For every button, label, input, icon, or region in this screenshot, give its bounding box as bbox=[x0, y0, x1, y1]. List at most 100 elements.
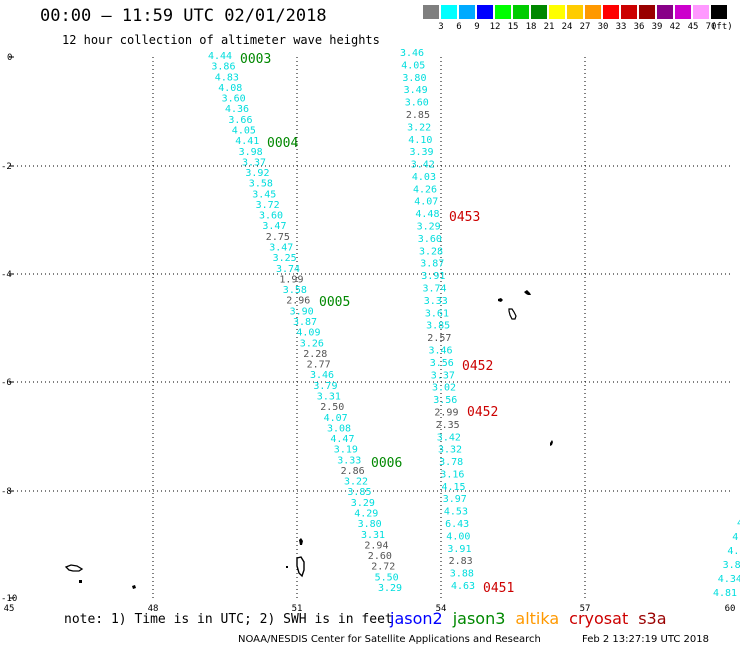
wave-height-value: 2.72 bbox=[371, 562, 395, 573]
wave-height-value: 4.15 bbox=[442, 482, 466, 493]
wave-height-value: 3.90 bbox=[290, 306, 314, 317]
legend-swatch-label: 70 bbox=[705, 22, 717, 32]
wave-height-value: 6.43 bbox=[445, 519, 469, 530]
wave-height-value: 3.28 bbox=[419, 246, 443, 257]
legend-swatch bbox=[621, 5, 637, 19]
legend-swatch-label: 9 bbox=[474, 22, 480, 32]
wave-height-value: 3.56 bbox=[430, 358, 454, 369]
wave-height-value: 3.49 bbox=[404, 85, 428, 96]
wave-height-value: 2.83 bbox=[449, 556, 473, 567]
wave-height-value: 3.22 bbox=[407, 122, 431, 133]
wave-height-value: 3.91 bbox=[447, 544, 471, 555]
wave-height-value: 1.99 bbox=[279, 274, 303, 285]
lon-tick-label: 54 bbox=[436, 604, 447, 614]
wave-height-value: 2.96 bbox=[286, 296, 310, 307]
lon-tick-label: 48 bbox=[148, 604, 159, 614]
wave-height-value: 4.10 bbox=[408, 135, 432, 146]
wave-height-value: 4.26 bbox=[413, 184, 437, 195]
satellite-name-cryosat: cryosat bbox=[569, 609, 629, 628]
legend-swatch-label: 24 bbox=[561, 22, 573, 32]
legend-swatch-label: 39 bbox=[651, 22, 663, 32]
legend-swatch bbox=[477, 5, 493, 19]
legend-swatch bbox=[675, 5, 691, 19]
wave-height-value: 3.88 bbox=[450, 569, 474, 580]
island-shape bbox=[550, 440, 553, 446]
lon-tick-label: 60 bbox=[725, 604, 736, 614]
wave-height-value: 4.36 bbox=[225, 104, 249, 115]
legend-swatch bbox=[657, 5, 673, 19]
wave-height-value: 4.48 bbox=[415, 209, 439, 220]
island-shape bbox=[299, 538, 303, 545]
wave-height-value: 3.25 bbox=[273, 253, 297, 264]
lat-lon-grid: 45 48 51 54 57 60 0 -2 -4 -6 -8 -10 bbox=[1, 53, 735, 614]
wave-height-value: 3.58 bbox=[249, 179, 273, 190]
wave-height-value: 4.00 bbox=[446, 531, 470, 542]
wave-height-value: 2.50 bbox=[320, 402, 344, 413]
legend-swatch bbox=[441, 5, 457, 19]
map-subtitle: 12 hour collection of altimeter wave hei… bbox=[62, 33, 380, 47]
pass-time-label: 0004 bbox=[267, 136, 298, 151]
altimeter-tracks: 4.443.864.834.083.604.363.664.054.413.98… bbox=[208, 48, 740, 599]
legend-swatch-label: 18 bbox=[525, 22, 537, 32]
wave-height-value: 3.16 bbox=[440, 469, 464, 480]
legend-swatch-label: 12 bbox=[489, 22, 501, 32]
wave-height-value: 4.08 bbox=[218, 83, 242, 94]
pass-time-label: 0452 bbox=[467, 405, 498, 420]
wave-height-value: 4.05 bbox=[401, 60, 425, 71]
pass-time-label: 0452 bbox=[462, 359, 493, 374]
wave-height-value: 2.85 bbox=[406, 110, 430, 121]
wave-height-value: 3.8 bbox=[723, 560, 740, 571]
wave-height-value: 4.44 bbox=[208, 51, 232, 62]
island-shape bbox=[296, 556, 305, 578]
wave-height-value: 3.45 bbox=[252, 189, 276, 200]
wave-height-value: 4.41 bbox=[235, 136, 259, 147]
wave-height-value: 4.83 bbox=[215, 72, 239, 83]
satellite-name-altika: altika bbox=[515, 609, 560, 628]
legend-swatch-label: 3 bbox=[438, 22, 444, 32]
wave-height-value: 3.85 bbox=[426, 321, 450, 332]
legend-swatch bbox=[711, 5, 727, 19]
wave-height-value: 4.34 bbox=[718, 574, 740, 585]
legend-swatch bbox=[639, 5, 655, 19]
map-title: 00:00 – 11:59 UTC 02/01/2018 bbox=[40, 6, 327, 26]
wave-height-value: 4.05 bbox=[232, 126, 256, 137]
pass-time-labels: 0003 0004 0005 0006 0453 0452 0452 0451 bbox=[240, 52, 514, 596]
island-shape bbox=[64, 564, 84, 572]
lat-tick-label: -4 bbox=[1, 270, 12, 280]
wave-height-value: 3.46 bbox=[400, 48, 424, 59]
wave-height-value: 4.29 bbox=[354, 509, 378, 520]
lat-tick-label: -2 bbox=[1, 162, 12, 172]
wave-height-value: 3.37 bbox=[242, 157, 266, 168]
satellite-name-jason3: jason3 bbox=[452, 609, 506, 628]
pass-time-label: 0003 bbox=[240, 52, 271, 67]
lat-tick-label: -6 bbox=[1, 378, 12, 388]
wave-height-value: 3.66 bbox=[228, 115, 252, 126]
wave-height-value: 3.86 bbox=[211, 62, 235, 73]
wave-height-value: 4.09 bbox=[296, 328, 320, 339]
wave-height-value: 3.92 bbox=[245, 168, 269, 179]
wave-height-value: 2.75 bbox=[266, 232, 290, 243]
wave-height-value: 4.81 bbox=[713, 588, 737, 599]
wave-height-value: 3.47 bbox=[262, 221, 286, 232]
island-shape bbox=[132, 585, 136, 589]
wave-height-value: 4.07 bbox=[414, 197, 438, 208]
legend-swatch bbox=[585, 5, 601, 19]
island-shape bbox=[508, 308, 517, 320]
legend-swatch-label: 36 bbox=[633, 22, 645, 32]
lon-tick-label: 51 bbox=[292, 604, 303, 614]
wave-height-value: 3.78 bbox=[439, 457, 463, 468]
legend-swatch-label: 30 bbox=[597, 22, 609, 32]
wave-height-value: 3.79 bbox=[313, 381, 337, 392]
island-shape bbox=[498, 298, 503, 302]
wave-height-value: 3.60 bbox=[259, 211, 283, 222]
wave-height-value: 3.29 bbox=[351, 498, 375, 509]
legend-swatch-label: 27 bbox=[579, 22, 591, 32]
wave-height-value: 3.58 bbox=[283, 285, 307, 296]
wave-height-value: 3.33 bbox=[424, 296, 448, 307]
pass-time-label: 0453 bbox=[449, 210, 480, 225]
wave-height-value: 2.28 bbox=[303, 349, 327, 360]
island-shape bbox=[79, 580, 82, 583]
wave-height-value: 4.07 bbox=[324, 413, 348, 424]
wave-height-value: 4. bbox=[727, 546, 739, 557]
